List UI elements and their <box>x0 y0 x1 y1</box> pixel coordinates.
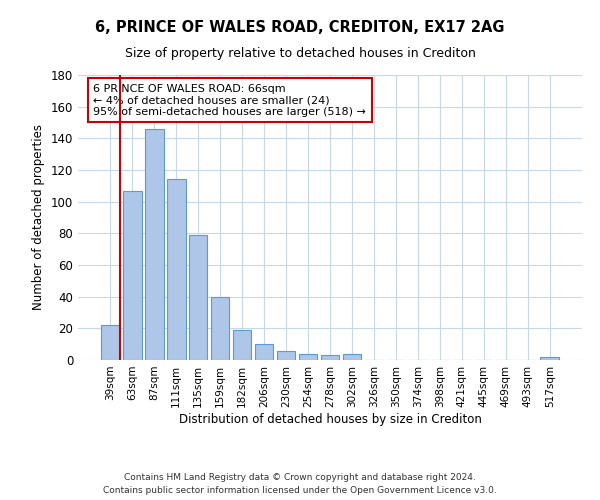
Text: Size of property relative to detached houses in Crediton: Size of property relative to detached ho… <box>125 48 475 60</box>
Bar <box>541 357 559 360</box>
Bar <box>320 355 340 360</box>
Text: 6 PRINCE OF WALES ROAD: 66sqm
← 4% of detached houses are smaller (24)
95% of se: 6 PRINCE OF WALES ROAD: 66sqm ← 4% of de… <box>93 84 366 116</box>
Bar <box>299 354 317 360</box>
Bar <box>189 235 208 360</box>
Bar <box>101 325 119 360</box>
Text: Contains HM Land Registry data © Crown copyright and database right 2024.: Contains HM Land Registry data © Crown c… <box>124 474 476 482</box>
Bar <box>255 344 274 360</box>
Bar <box>277 350 295 360</box>
Bar <box>233 330 251 360</box>
Text: 6, PRINCE OF WALES ROAD, CREDITON, EX17 2AG: 6, PRINCE OF WALES ROAD, CREDITON, EX17 … <box>95 20 505 35</box>
X-axis label: Distribution of detached houses by size in Crediton: Distribution of detached houses by size … <box>179 412 481 426</box>
Text: Contains public sector information licensed under the Open Government Licence v3: Contains public sector information licen… <box>103 486 497 495</box>
Bar <box>167 180 185 360</box>
Y-axis label: Number of detached properties: Number of detached properties <box>32 124 45 310</box>
Bar <box>343 354 361 360</box>
Bar <box>145 129 164 360</box>
Bar <box>123 190 142 360</box>
Bar <box>211 296 229 360</box>
